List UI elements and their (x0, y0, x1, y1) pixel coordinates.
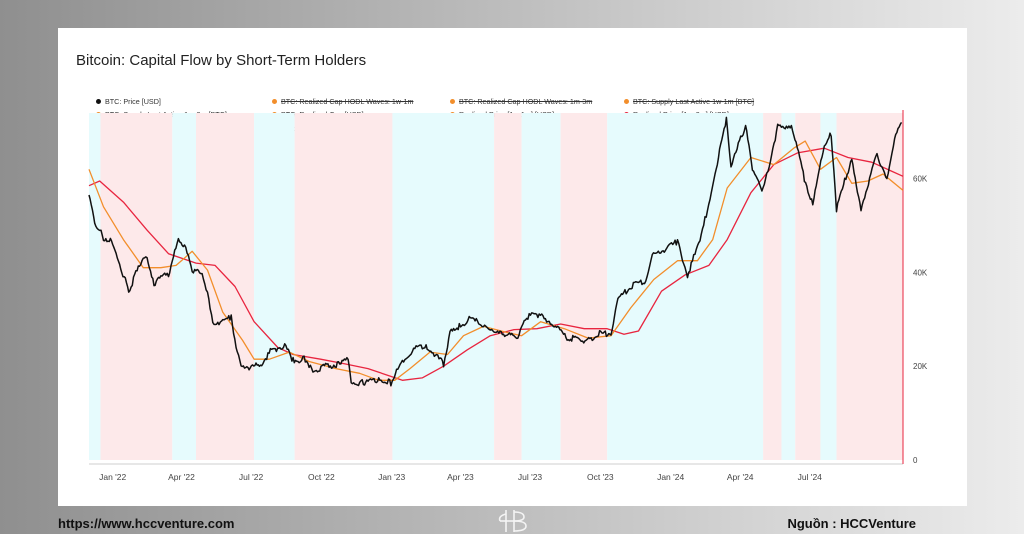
legend-marker-icon (96, 99, 101, 104)
series-line-btc-price-usd (88, 116, 903, 387)
legend-marker-icon (624, 99, 629, 104)
chart-plot: 0 20K 40K 60K Jan '22 Apr '22 Jul '22 Oct '22 Ja… (88, 110, 928, 482)
legend-item[interactable]: BTC: Realized Cap HODL Waves: 1m-3m (450, 97, 592, 106)
flow-band-negative (560, 113, 608, 460)
chart-title: Bitcoin: Capital Flow by Short-Term Hold… (76, 52, 367, 69)
y-tick-label: 20K (913, 362, 928, 371)
flow-band-negative (836, 113, 903, 460)
footer-source: Nguồn : HCCVenture (787, 516, 916, 531)
flow-band-negative (795, 113, 821, 460)
flow-band-positive (820, 113, 837, 460)
legend-item[interactable]: BTC: Price [USD] (96, 97, 161, 106)
flow-band-negative (294, 113, 393, 460)
chart-card: Bitcoin: Capital Flow by Short-Term Hold… (58, 28, 967, 506)
legend-marker-icon (450, 99, 455, 104)
legend-label: BTC: Realized Cap HODL Waves: 1w-1m (281, 97, 414, 106)
x-tick-label: Jan '24 (657, 472, 684, 482)
flow-band-positive (392, 113, 495, 460)
x-tick-label: Jul '22 (239, 472, 264, 482)
x-tick-label: Jan '22 (99, 472, 126, 482)
flow-band-positive (607, 113, 764, 460)
x-tick-label: Jul '23 (518, 472, 543, 482)
legend-label: BTC: Realized Cap HODL Waves: 1m-3m (459, 97, 593, 106)
series-line-realized-price-1m-3m-usd (88, 147, 904, 381)
flow-band-positive (521, 113, 561, 460)
flow-band-positive (254, 113, 295, 460)
footer-url[interactable]: https://www.hccventure.com (58, 516, 235, 531)
x-tick-label: Oct '22 (308, 472, 335, 482)
flow-band-negative (494, 113, 522, 460)
flow-band-positive (172, 113, 197, 460)
y-tick-label: 0 (913, 456, 918, 465)
flow-band-positive (89, 113, 101, 460)
legend-item[interactable]: BTC: Supply Last Active 1w-1m [BTC] (624, 97, 754, 106)
legend-item[interactable]: BTC: Realized Cap HODL Waves: 1w-1m (272, 97, 413, 106)
legend-label: BTC: Price [USD] (105, 97, 161, 106)
x-tick-label: Apr '23 (447, 472, 474, 482)
legend-label: BTC: Supply Last Active 1w-1m [BTC] (633, 97, 755, 106)
x-tick-label: Apr '24 (727, 472, 754, 482)
x-tick-label: Oct '23 (587, 472, 614, 482)
y-tick-label: 40K (913, 268, 928, 277)
legend-marker-icon (272, 99, 277, 104)
flow-band-negative (100, 113, 173, 460)
y-tick-label: 60K (913, 175, 928, 184)
flow-band-positive (781, 113, 796, 460)
x-tick-label: Jul '24 (798, 472, 823, 482)
flow-band-negative (763, 113, 782, 460)
hcc-logo-icon (498, 510, 527, 532)
x-tick-label: Apr '22 (168, 472, 195, 482)
x-tick-label: Jan '23 (378, 472, 405, 482)
